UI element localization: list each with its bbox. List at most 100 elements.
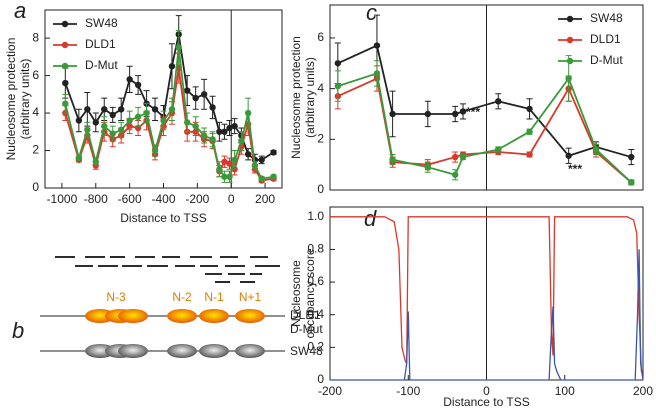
marker [134,113,142,121]
marker [244,151,252,158]
marker [200,132,208,139]
legend-marker [61,41,69,49]
marker [373,42,381,49]
panel-label: c [366,0,377,25]
legend-marker [566,36,574,44]
marker [221,173,228,180]
marker [459,153,467,161]
marker [216,166,223,173]
marker [160,117,167,124]
y-tick-label: 4 [317,81,324,95]
y-tick-label: 2 [317,131,324,145]
x-tick-label: 0 [228,192,235,206]
nucleosome-label: N-1 [204,290,224,304]
nucleosome-label: N+1 [239,290,262,304]
marker [134,81,142,89]
marker [452,171,459,178]
marker [628,153,635,161]
y-tick-label: 1.0 [307,209,324,223]
legend-marker [61,62,69,70]
marker [459,108,467,115]
marker [62,100,69,107]
marker [143,109,150,117]
x-tick-label: -400 [151,192,175,206]
marker [389,156,396,163]
read-dashes [55,256,280,283]
marker [628,179,635,186]
marker [565,152,572,159]
marker [373,70,381,77]
marker [251,162,259,169]
marker [231,156,238,164]
marker [209,136,216,143]
marker [258,156,265,164]
y-tick-label: 2 [32,143,39,157]
panel-label: b [12,318,24,343]
marker [126,117,133,124]
marker [101,106,108,113]
marker [216,128,223,135]
marker [75,117,83,124]
panel-label: d [364,206,377,231]
legend-label: SW48 [85,16,118,30]
nucleosomes-gray [85,344,265,358]
marker [184,87,191,94]
marker [84,106,91,113]
marker [452,110,459,118]
marker [221,158,228,165]
y-tick-label: 8 [32,30,39,44]
x-tick-label: 200 [255,192,275,206]
y-axis-label: (arbitrary units) [303,57,317,138]
marker [168,63,176,70]
marker [565,75,572,82]
y-tick-label: 6 [317,30,324,44]
legend-label: SW48 [590,11,623,25]
y-tick-label: 0 [317,182,324,196]
track-label: D-Mut [290,322,323,336]
marker [592,146,600,153]
y-axis-label: Nucleosome protection [289,36,303,159]
marker [75,154,83,162]
legend-marker [566,15,574,23]
legend-marker [566,57,574,65]
marker [117,126,125,134]
y-axis-label: (arbitrary units) [18,59,32,140]
marker [168,106,176,113]
marker [92,158,99,165]
marker [226,124,233,132]
legend-label: DLD1 [590,32,621,46]
marker [258,175,265,182]
marker [175,44,182,51]
marker [226,160,233,167]
marker [84,126,91,134]
legend-label: DLD1 [85,37,116,51]
marker [526,151,533,158]
y-axis-label: Nucleosome [289,260,303,327]
marker [270,173,277,180]
marker [184,119,191,126]
marker [209,104,216,111]
nucleosomes-orange [85,309,265,323]
y-axis-label: occupancy score [303,248,317,338]
marker [151,106,159,113]
marker [231,122,238,130]
marker [221,128,228,135]
x-axis-label: Distance to TSS [120,211,206,225]
track-label: SW48 [290,344,323,358]
legend-marker [61,20,69,28]
y-tick-label: 6 [32,68,39,82]
x-tick-label: -1000 [47,192,78,206]
y-tick-label: 0 [32,180,39,194]
series-line [330,249,644,381]
y-tick-label: 4 [32,105,39,119]
series-line [337,72,632,184]
marker [526,128,533,135]
marker [151,147,159,154]
marker [226,173,233,180]
panel-label: a [14,0,26,23]
x-tick-label: -200 [318,384,342,398]
y-axis-label: Nucleosome protection [4,38,18,161]
y-tick-label: 0.6 [307,274,324,288]
marker [109,111,116,119]
